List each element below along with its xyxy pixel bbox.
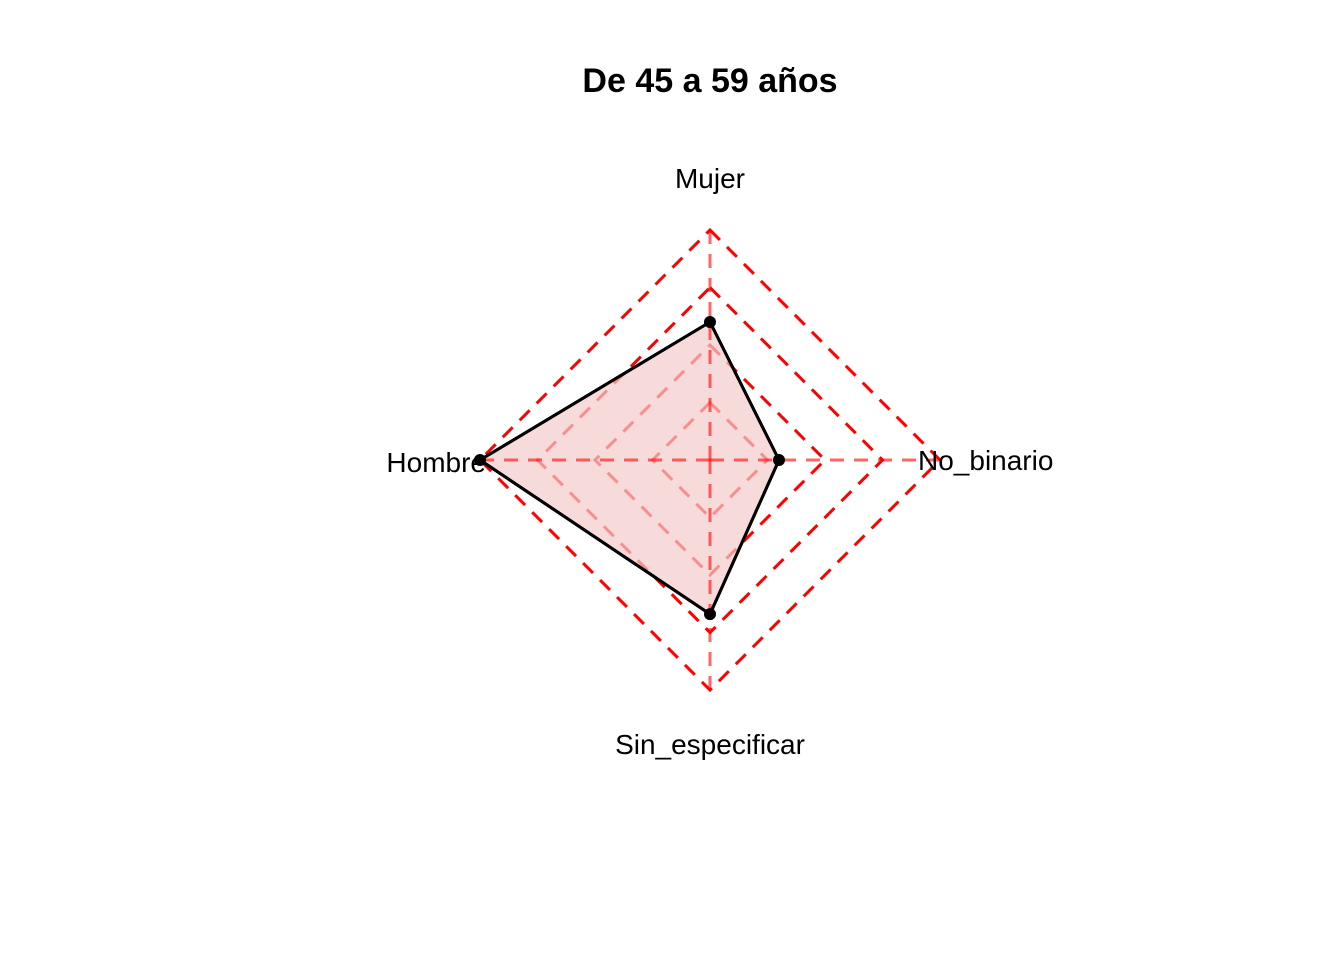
data-area-layer: [478, 320, 781, 616]
data-point-sin-especificar: [704, 608, 716, 621]
data-point-hombre: [474, 454, 486, 466]
axis-labels: Mujer No_binario Sin_especificar Hombre: [386, 163, 1053, 760]
data-point-no-binario: [773, 454, 785, 466]
axis-label-hombre: Hombre: [386, 447, 486, 478]
data-point-mujer: [704, 316, 716, 328]
axis-label-sin-especificar: Sin_especificar: [615, 729, 805, 760]
data-points: [474, 316, 785, 621]
series-area-0: [478, 320, 781, 616]
chart-title: De 45 a 59 años: [582, 62, 837, 100]
axis-label-no-binario: No_binario: [918, 445, 1053, 476]
axis-label-mujer: Mujer: [675, 163, 745, 194]
